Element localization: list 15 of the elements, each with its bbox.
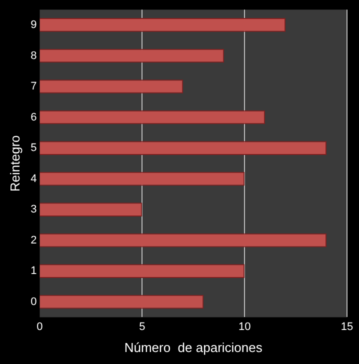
y-axis-title: Reintegro (7, 135, 22, 192)
y-tick-label: 6 (30, 111, 37, 124)
x-tick-label: 5 (139, 320, 146, 333)
y-tick-label: 7 (30, 80, 37, 93)
y-tick-label: 8 (30, 50, 37, 62)
x-tick-label: 10 (238, 320, 251, 333)
y-tick-label: 2 (30, 234, 37, 246)
x-axis-title: Número de apariciones (124, 340, 263, 355)
y-tick-label: 1 (30, 265, 37, 278)
y-tick-label: 5 (30, 142, 37, 154)
y-tick-label: 3 (30, 204, 37, 216)
y-tick-label: 9 (30, 19, 37, 32)
y-tick-label: 0 (30, 296, 37, 308)
y-tick-label: 4 (30, 172, 37, 185)
x-tick-label: 15 (340, 320, 354, 333)
